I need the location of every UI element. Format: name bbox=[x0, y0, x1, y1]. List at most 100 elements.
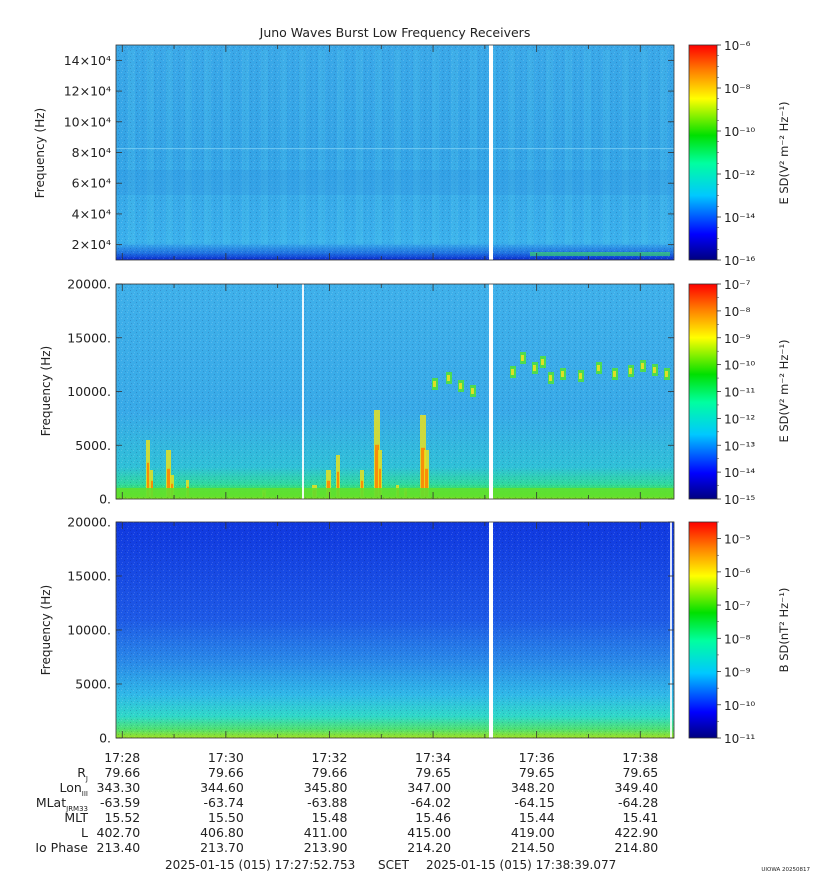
panel-1-band-line bbox=[116, 148, 674, 150]
ephemeris-value: 79.66 bbox=[312, 765, 348, 780]
ephemeris-row-label: LonIII bbox=[59, 780, 88, 798]
y-tick-label: 12×10⁴ bbox=[64, 84, 111, 99]
ephemeris-value: 402.70 bbox=[97, 825, 141, 840]
x-tick-label: 17:34 bbox=[415, 750, 451, 765]
panel-3-colorbar bbox=[688, 521, 718, 739]
ephemeris-value: 79.65 bbox=[415, 765, 451, 780]
panel-3-y-ticks: 0. 5000. 10000. 15000. 20000. bbox=[67, 515, 674, 746]
ephemeris-row-label: MLatJRM33 bbox=[36, 795, 88, 813]
colorbar-tick-label: 10⁻¹⁶ bbox=[724, 254, 755, 268]
y-tick-label: 20000. bbox=[67, 515, 111, 530]
time-range-scet: SCET bbox=[378, 858, 410, 872]
panel-2: 0. 5000. 10000. 15000. 20000. Frequency (Hz)… bbox=[39, 277, 791, 508]
ephemeris-value: 213.70 bbox=[200, 840, 244, 855]
panel-1-stripe bbox=[413, 50, 420, 245]
panel-1-stripe bbox=[223, 50, 230, 245]
ephemeris-value: 15.46 bbox=[415, 810, 451, 825]
colorbar-tick-label: 10⁻¹¹ bbox=[724, 732, 755, 746]
x-tick-label: 17:30 bbox=[208, 750, 244, 765]
panel-2-colorbar bbox=[688, 283, 718, 500]
ephemeris-label-main: Lon bbox=[59, 780, 81, 795]
panel-1-stripe bbox=[166, 50, 173, 245]
ephemeris-value: -63.88 bbox=[307, 795, 347, 810]
panel-2-burst-core bbox=[379, 468, 381, 497]
panel-1-stripe bbox=[508, 50, 515, 245]
ephemeris-value: 15.44 bbox=[519, 810, 555, 825]
ephemeris-value: -64.28 bbox=[618, 795, 658, 810]
panel-1-stripe bbox=[432, 50, 439, 245]
y-tick-label: 2×10⁴ bbox=[72, 237, 111, 252]
ephemeris-value: 343.30 bbox=[97, 780, 141, 795]
ephemeris-label-main: L bbox=[81, 825, 88, 840]
panel-2-hf-emission-core bbox=[653, 367, 656, 373]
y-tick-label: 6×10⁴ bbox=[72, 176, 111, 191]
panel-1-ylabel: Frequency (Hz) bbox=[33, 108, 47, 199]
y-tick-label: 20000. bbox=[67, 277, 111, 292]
x-axis-time-ticks: 17:28 17:30 17:32 17:34 17:36 17:38 bbox=[104, 45, 658, 765]
panel-1-stripe bbox=[242, 50, 249, 245]
panel-2-gap-line bbox=[302, 284, 304, 499]
y-tick-label: 4×10⁴ bbox=[72, 206, 111, 221]
panel-1-stripe bbox=[603, 50, 610, 245]
colorbar-tick-label: 10⁻⁷ bbox=[724, 599, 751, 613]
panel-2-colorbar-ticks: 10⁻⁷ 10⁻⁸ 10⁻⁹ 10⁻¹⁰ 10⁻¹¹ 10⁻¹² 10⁻¹³ 10⁻¹⁴ 10⁻… bbox=[717, 278, 755, 507]
panel-1-stripe bbox=[565, 50, 572, 245]
panel-1-band bbox=[116, 170, 674, 195]
panel-1-stripe bbox=[546, 50, 553, 245]
panel-1-stripe bbox=[337, 50, 344, 245]
x-tick-label: 17:36 bbox=[519, 750, 555, 765]
ephemeris-value: 406.80 bbox=[200, 825, 244, 840]
ephemeris-value: 214.80 bbox=[615, 840, 659, 855]
y-tick-label: 8×10⁴ bbox=[72, 145, 111, 160]
ephemeris-label-sub: J bbox=[85, 775, 88, 783]
panel-2-hf-emission-core bbox=[541, 359, 544, 365]
colorbar-tick-label: 10⁻⁸ bbox=[724, 305, 751, 319]
panel-2-hf-emission-core bbox=[597, 365, 600, 371]
ephemeris-value: 15.50 bbox=[208, 810, 244, 825]
panel-2-burst-core bbox=[337, 471, 339, 497]
panel-1-stripe bbox=[394, 50, 401, 245]
panel-1-stripe bbox=[470, 50, 477, 245]
panel-1-stripe bbox=[660, 50, 667, 245]
colorbar-tick-label: 10⁻⁷ bbox=[724, 278, 751, 292]
colorbar-tick-label: 10⁻⁸ bbox=[724, 632, 751, 646]
ephemeris-value: 15.52 bbox=[104, 810, 140, 825]
ephemeris-value: 79.66 bbox=[208, 765, 244, 780]
panel-1-stripe bbox=[356, 50, 363, 245]
panel-2-ylabel: Frequency (Hz) bbox=[39, 346, 53, 437]
panel-2-data-gap bbox=[489, 284, 493, 499]
panel-1-stripe bbox=[527, 50, 534, 245]
panel-2-hf-emission-core bbox=[549, 375, 552, 381]
panel-2-hf-emission-core bbox=[613, 371, 616, 377]
panel-1-stripe bbox=[204, 50, 211, 245]
panel-1: 2×10⁴ 4×10⁴ 6×10⁴ 8×10⁴ 10×10⁴ 12×10⁴ 14×10⁴ F… bbox=[33, 39, 791, 268]
panel-2-hf-emission-core bbox=[561, 371, 564, 377]
panel-1-low-band bbox=[530, 252, 670, 256]
ephemeris-label-main: MLT bbox=[64, 810, 88, 825]
panel-2-hf-emission-core bbox=[471, 388, 474, 394]
y-tick-label: 10×10⁴ bbox=[64, 114, 111, 129]
time-range-start: 2025-01-15 (015) 17:27:52.753 bbox=[165, 858, 355, 872]
panel-3-ylabel: Frequency (Hz) bbox=[39, 585, 53, 676]
ephemeris-value: 347.00 bbox=[407, 780, 451, 795]
panel-1-colorbar-label: E SD(V² m⁻² Hz⁻¹) bbox=[777, 101, 791, 204]
colorbar-tick-label: 10⁻⁶ bbox=[724, 39, 751, 53]
ephemeris-value: 79.65 bbox=[622, 765, 658, 780]
panel-1-stripe bbox=[375, 50, 382, 245]
ephemeris-table: RJ 79.66 79.66 79.66 79.65 79.65 79.65 LonIII 34… bbox=[35, 765, 658, 855]
panel-2-low-band bbox=[116, 488, 674, 497]
ephemeris-value: 411.00 bbox=[304, 825, 348, 840]
y-tick-label: 5000. bbox=[75, 677, 111, 692]
colorbar-tick-label: 10⁻¹⁰ bbox=[724, 699, 755, 713]
panel-1-stripe bbox=[299, 50, 306, 245]
panel-1-stripe bbox=[318, 50, 325, 245]
colorbar-tick-label: 10⁻⁸ bbox=[724, 82, 751, 96]
panel-2-colorbar-label: E SD(V² m⁻² Hz⁻¹) bbox=[777, 339, 791, 442]
panel-1-y-ticks: 2×10⁴ 4×10⁴ 6×10⁴ 8×10⁴ 10×10⁴ 12×10⁴ 14×10⁴ bbox=[64, 53, 674, 252]
ephemeris-label-main: MLat bbox=[36, 795, 66, 810]
ephemeris-value: 422.90 bbox=[615, 825, 659, 840]
panel-2-burst-core bbox=[425, 468, 428, 497]
ephemeris-value: 79.66 bbox=[104, 765, 140, 780]
colorbar-tick-label: 10⁻¹⁵ bbox=[724, 493, 755, 507]
